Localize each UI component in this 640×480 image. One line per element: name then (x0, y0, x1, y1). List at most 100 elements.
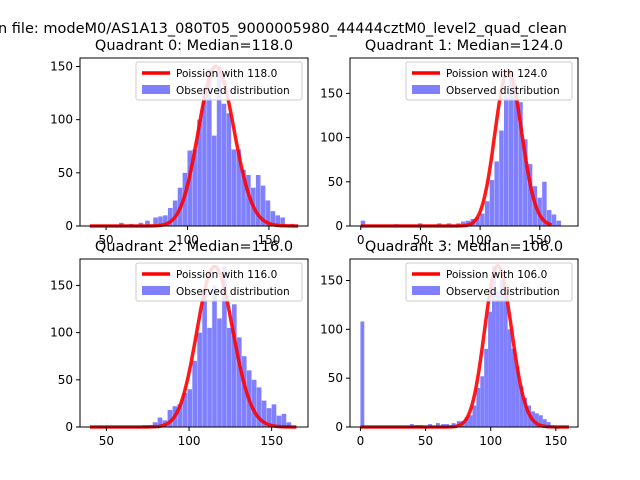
histogram-bar (251, 379, 257, 427)
histogram-bar (276, 415, 282, 427)
histogram-bar (484, 201, 490, 226)
histogram-bar (197, 119, 202, 226)
histogram-bar (192, 149, 197, 226)
subplot-quadrant-1: 0 50 100 150 0 50 100 150 Quadrant 1: Median=124… (320, 38, 579, 247)
x-tick-label: 100 (178, 434, 201, 448)
histogram-bar (476, 387, 481, 427)
histogram-bar (157, 417, 163, 427)
y-tick-label: 100 (50, 113, 73, 127)
legend-label-poisson: Poission with 116.0 (176, 269, 277, 281)
legend-label-poisson: Poission with 124.0 (446, 68, 547, 80)
y-tick-label: 150 (50, 60, 73, 74)
legend-box (405, 262, 573, 302)
x-tick-label: 0 (357, 434, 365, 448)
histogram-bar (221, 103, 227, 226)
histogram-bar (489, 180, 495, 226)
histogram-bar (499, 130, 504, 226)
histogram-bar (535, 413, 539, 427)
histogram-bar (492, 265, 496, 427)
histogram-bar (281, 413, 287, 427)
y-tick-label: 50 (58, 373, 73, 387)
y-tick-label: 50 (58, 166, 73, 180)
histogram-bar (503, 95, 509, 226)
histogram-bar (513, 84, 519, 227)
histogram-bar (271, 404, 277, 427)
histogram-bar (145, 220, 150, 226)
y-tick-label: 0 (335, 219, 343, 233)
y-tick-label: 50 (328, 175, 343, 189)
legend-box (135, 61, 303, 101)
histogram-bar (546, 422, 551, 427)
histogram-bar (158, 216, 163, 226)
x-tick-label: 100 (469, 233, 492, 247)
histogram-bar (480, 213, 485, 226)
legend-label-observed: Observed distribution (446, 85, 560, 97)
histogram-bar (527, 164, 533, 226)
legend-bar-swatch (142, 85, 170, 94)
x-tick-label: 0 (357, 233, 365, 247)
histogram-bar (211, 135, 217, 226)
histogram-bar (197, 332, 202, 427)
legend-bar-swatch (412, 286, 440, 295)
y-tick-label: 100 (50, 326, 73, 340)
histogram-bar (182, 393, 188, 427)
histogram-bar (495, 290, 500, 427)
histogram-bar (523, 139, 528, 226)
histogram-bar (515, 366, 520, 427)
x-tick-label: 50 (99, 434, 114, 448)
histogram-bar (542, 419, 547, 427)
axes-frame (79, 258, 309, 428)
axes-frame (349, 258, 579, 428)
histogram-bar (518, 102, 523, 226)
histogram-bar (538, 415, 543, 427)
x-tick-label: 50 (418, 434, 433, 448)
x-tick-label: 150 (528, 233, 551, 247)
legend-label-observed: Observed distribution (176, 286, 290, 298)
x-tick-label: 50 (413, 233, 428, 247)
histogram-bar (503, 290, 508, 427)
histogram-bar (163, 215, 168, 226)
histogram-bar (261, 400, 267, 427)
histogram-bar (255, 174, 261, 226)
histogram-bar (275, 215, 281, 226)
histogram-bar (236, 149, 241, 226)
histogram-bar (472, 405, 477, 427)
histogram-bar (241, 169, 246, 226)
histogram-bar (551, 214, 557, 226)
axes-frame (79, 57, 309, 227)
histogram-bar (217, 318, 222, 427)
y-tick-label: 150 (50, 278, 73, 292)
y-tick-label: 100 (320, 131, 343, 145)
x-tick-label: 150 (257, 233, 280, 247)
y-tick-label: 0 (65, 219, 73, 233)
subplot-quadrant-0: 50 100 150 0 50 100 150 Quadrant 0: Median=118.… (50, 38, 309, 247)
x-tick-label: 100 (176, 233, 199, 247)
histogram-bar (260, 185, 266, 226)
histogram-bar (172, 200, 178, 226)
histogram-bar (207, 327, 212, 427)
legend-box (135, 262, 303, 302)
subplot-title: Quadrant 3: Median=106.0 (365, 239, 563, 255)
y-tick-label: 150 (320, 273, 343, 287)
y-tick-label: 50 (328, 371, 343, 385)
histogram-bar (202, 290, 207, 427)
histogram-bar (556, 220, 561, 226)
subplot-title: Quadrant 1: Median=124.0 (365, 38, 563, 54)
histogram-bar (256, 387, 262, 427)
histogram-bar (435, 423, 440, 427)
histogram-bar (227, 327, 232, 427)
histogram-bar (207, 68, 212, 227)
histogram-bar (216, 66, 222, 226)
histogram-bar (167, 410, 173, 427)
legend-label-poisson: Poission with 118.0 (176, 68, 277, 80)
subplot-title: Quadrant 0: Median=118.0 (95, 38, 293, 54)
figure-suptitle: n file: modeM0/AS1A13_080T05_9000005980_… (0, 21, 567, 37)
histogram-bar (360, 220, 366, 226)
x-tick-label: 150 (544, 434, 567, 448)
histogram-bar (152, 422, 158, 427)
y-tick-label: 0 (65, 420, 73, 434)
histogram-bar (523, 397, 528, 427)
y-tick-label: 0 (335, 420, 343, 434)
histogram-bar (187, 389, 193, 427)
